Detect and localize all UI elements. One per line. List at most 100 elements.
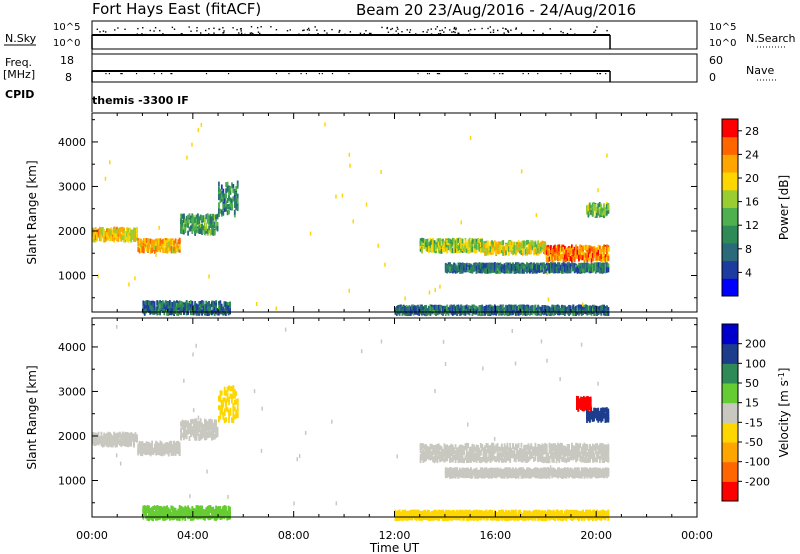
power-data-cell [594,204,597,209]
power-data-cell [538,242,541,248]
power-data-cell [555,306,558,312]
power-data-cell [185,215,188,221]
nsky-point [99,31,101,33]
power-data-cell [478,238,481,244]
power-data-cell [166,242,169,248]
velocity-data-cell [144,446,147,452]
power-data-cell [405,307,408,312]
power-data-cell [530,263,533,269]
power-data-cell [138,248,141,254]
power-data-cell [170,303,173,309]
velocity-data-cell [192,425,195,431]
velocity-data-cell [151,444,153,449]
chart-title: Fort Hays East (fitACF) [92,0,262,18]
power-data-cell [606,267,608,273]
nsky-point [252,32,254,35]
power-data-cell [429,243,432,249]
power-data-cell [557,266,559,272]
power-data-cell [605,204,608,210]
velocity-data-cell [184,424,187,430]
nsky-point [236,28,238,31]
power-data-cell [492,306,495,312]
nsky-point [434,28,437,30]
power-data-cell [430,245,433,251]
power-data-cell [533,249,535,255]
power-data-cell [472,265,475,271]
power-data-cell [198,224,201,230]
power-data-cell [486,249,489,255]
power-data-cell [551,308,554,314]
power-data-cell [151,247,153,253]
power-data-cell [594,252,597,258]
power-data-cell [561,265,563,271]
power-data-cell [423,238,426,244]
power-data-cell [409,307,412,313]
nave-point [466,73,468,75]
power-data-cell [564,249,566,255]
freq-strip-frame [91,53,698,83]
power-data-cell [606,244,608,250]
power-data-cell [194,218,196,224]
power-data-cell [444,246,447,252]
velocity-data-cell [192,432,195,438]
nave-point [120,73,122,75]
power-data-cell [226,210,229,216]
power-data-cell [510,241,513,247]
power-data-cell [454,244,457,250]
power-data-cell [590,249,593,254]
power-data-cell [201,216,203,221]
power-data-cell [183,223,185,229]
power-data-cell [503,263,506,269]
power-data-cell [537,310,540,316]
power-data-cell [225,182,227,188]
power-data-cell [146,304,149,310]
power-data-cell [107,230,110,236]
nsky-point [381,26,383,29]
power-data-cell [474,248,477,254]
power-data-cell [149,301,152,306]
power-data-cell [131,232,134,238]
power-data-cell [586,267,589,273]
power-data-cell [573,246,576,252]
power-data-cell [228,204,230,209]
power-data-cell [500,245,503,250]
power-scatter-cell [200,122,203,127]
nsky-point [331,28,333,31]
power-data-cell [181,220,184,226]
power-data-cell [507,268,510,274]
power-data-cell [178,247,181,253]
velocity-data-cell [151,440,153,446]
power-data-cell [429,311,432,316]
power-data-cell [537,304,540,310]
power-data-cell [419,243,422,249]
power-data-cell [601,211,604,216]
velocity-data-cell [136,434,138,440]
power-data-cell [181,301,184,307]
power-data-cell [422,306,425,312]
power-data-cell [143,301,146,307]
power-data-cell [592,256,594,262]
power-data-cell [562,252,565,258]
power-data-cell [589,245,591,251]
power-data-cell [495,249,498,255]
power-data-cell [585,252,587,258]
power-data-cell [557,244,559,250]
power-data-cell [472,262,475,268]
velocity-data-cell [152,447,155,453]
power-data-cell [593,252,596,258]
power-data-cell [456,268,458,274]
power-data-cell [236,203,239,209]
power-data-cell [582,267,584,273]
nsky-point [430,28,432,30]
power-data-cell [128,235,131,241]
power-data-cell [548,266,551,272]
power-data-cell [470,246,472,252]
velocity-data-cell [94,434,97,440]
power-data-cell [512,306,514,311]
nave-point [417,73,419,75]
nsky-point [117,27,119,29]
power-data-cell [530,249,533,255]
power-data-cell [180,218,182,224]
velocity-data-cell [173,447,176,453]
power-data-cell [500,310,503,316]
